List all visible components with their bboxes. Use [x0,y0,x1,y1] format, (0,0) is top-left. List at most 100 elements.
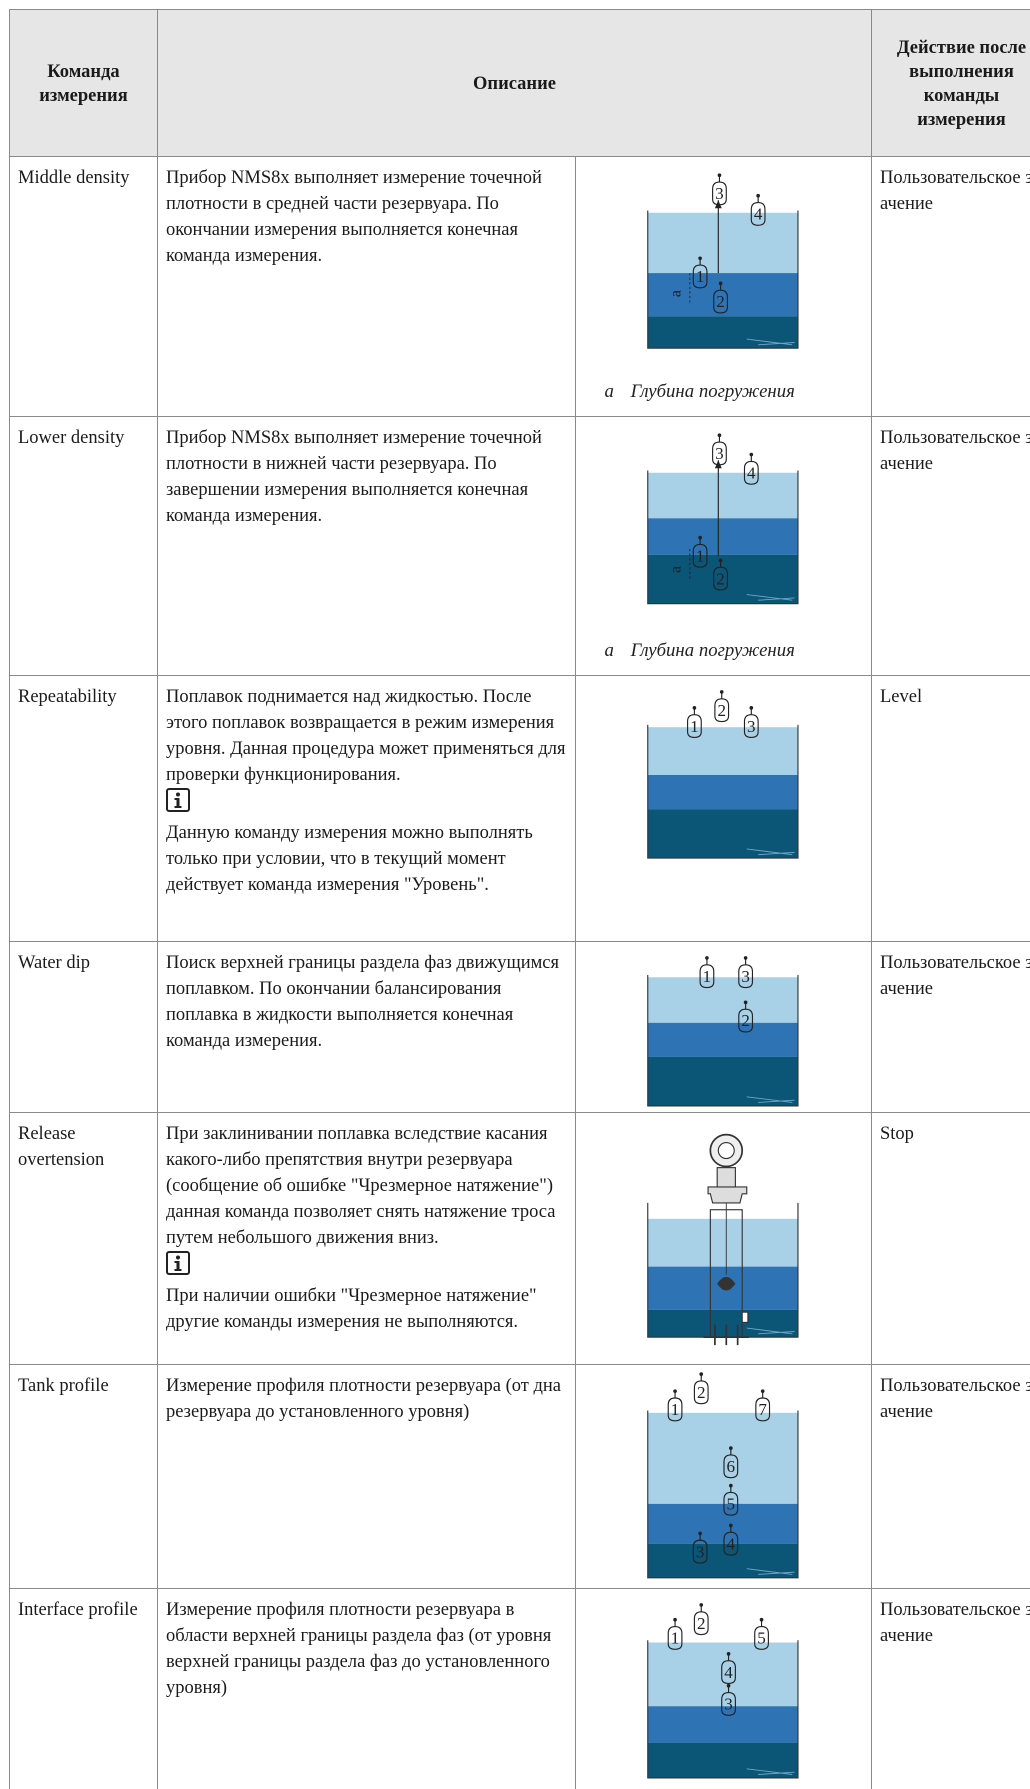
table-row: Middle density Прибор NMS8x выполняет изм… [9,156,1030,417]
info-icon-stem [174,798,182,808]
float-body [743,460,759,485]
float-hook [719,690,724,694]
action-cell: Пользовательское значение [871,416,1030,676]
gauge-base [703,1324,750,1346]
gauge-window [717,1142,735,1160]
liquid-layer [647,1706,798,1743]
float-hook [729,1523,733,1528]
float-body [738,1008,754,1033]
float-hook [673,1617,677,1622]
action-cell: Пользовательское значение [871,1364,1030,1589]
liquid-layer [647,212,798,274]
tank-wall [647,1640,799,1779]
float-hook [760,1389,765,1393]
float-body [721,1691,736,1716]
description-text: Измерение профиля плотности резервуара в… [166,1600,552,1698]
float-hook [729,1483,733,1488]
callout-number: 3 [724,1695,733,1714]
note: При наличии ошибки "Чрезмерное натяжение… [166,1251,567,1335]
float-hook [705,956,709,960]
tank-figure: 12 5 4 3 [647,1603,799,1779]
liquid-layer [647,1022,798,1057]
liquid-layer [647,1642,798,1707]
liquid-layer [647,1503,798,1544]
float-hook [717,173,722,178]
float-body [738,964,754,989]
callout-number: 1 [690,717,699,736]
description-cell: Прибор NMS8x выполняет измерение точечно… [157,156,576,417]
figure-cell: 1 3 2 [575,941,872,1113]
callout-number: 1 [696,267,705,286]
tank-wall [647,724,799,859]
callout-number: 1 [696,547,705,566]
description-text: При заклинивании поплавка вследствие кас… [166,1124,556,1248]
callout-number: 6 [727,1457,736,1476]
caption-key: a [605,381,614,402]
tank-wall [647,210,799,349]
description-cell: Измерение профиля плотности резервуара в… [157,1588,576,1789]
command-cell: Interface profile [9,1588,158,1789]
tank-floor-mark [746,1568,795,1575]
note: Данную команду измерения можно выполнять… [166,788,567,898]
callout-number: 1 [671,1400,680,1419]
float-body [693,1611,709,1636]
command-cell: Middle density [9,156,158,417]
callout-number: 2 [717,701,726,720]
command-cell: Lower density [9,416,158,676]
float-hook [759,1617,764,1622]
command-table: Команда измерения Описание Действие посл… [9,9,1030,1789]
float-body [712,181,727,206]
info-icon-stem [174,1261,182,1271]
callout-number: 2 [716,569,725,588]
callout-number: 3 [741,967,750,986]
tank-figure: 1 3 2 [647,956,799,1107]
info-icon [166,1251,190,1275]
float-body [723,1454,739,1479]
float-hook [729,1446,733,1450]
callout-number: 2 [697,1614,706,1633]
float-hook [699,1372,704,1376]
tank-figure: 12 7 6 5 4 3 [647,1372,799,1579]
gauge-stop [741,1311,749,1323]
command-cell: Repeatability [9,675,158,942]
tank-floor-mark [746,594,795,601]
float-hook [743,956,748,960]
description-text: Прибор NMS8x выполняет измерение точечно… [166,428,542,526]
table-row: Interface profile Измерение профиля плотн… [9,1588,1030,1789]
gauge-flange [707,1186,748,1204]
float-hook [698,535,702,540]
description-text: Прибор NMS8x выполняет измерение точечно… [166,168,542,266]
callout-number: 7 [758,1400,767,1419]
liquid-layer [647,273,798,317]
callout-number: 5 [727,1495,736,1514]
gauge-float [717,1276,736,1291]
float-body [667,1397,683,1422]
float-body [692,264,708,289]
callout-number: 1 [671,1629,680,1648]
callout-number: 4 [724,1663,733,1682]
action-cell: Пользовательское значение [871,941,1030,1113]
info-icon-dot [176,1255,180,1260]
info-icon [166,788,190,812]
header-cell: Команда измерения [9,9,158,157]
table-row: Repeatability Поплавок поднимается над жи… [9,675,1030,942]
float-body [723,1531,739,1556]
callout-number: 2 [697,1383,706,1402]
float-body [692,1539,708,1564]
float-body [692,543,708,568]
tank-wall [647,470,799,605]
callout-number: 1 [703,967,712,986]
callout-number: 3 [715,444,724,463]
tank-floor-mark [746,1768,795,1775]
description-cell: Поиск верхней границы раздела фаз движущ… [157,941,576,1113]
float-body [743,714,759,739]
tank-floor-mark [746,1327,795,1335]
command-cell: Release overtension [9,1112,158,1365]
liquid-layer [647,554,798,604]
tank-wall [647,1410,799,1579]
gauge-neck [716,1167,736,1188]
description-cell: Поплавок поднимается над жидкостью. Посл… [157,675,576,942]
info-icon-dot [176,792,180,797]
liquid-layer [647,809,798,859]
